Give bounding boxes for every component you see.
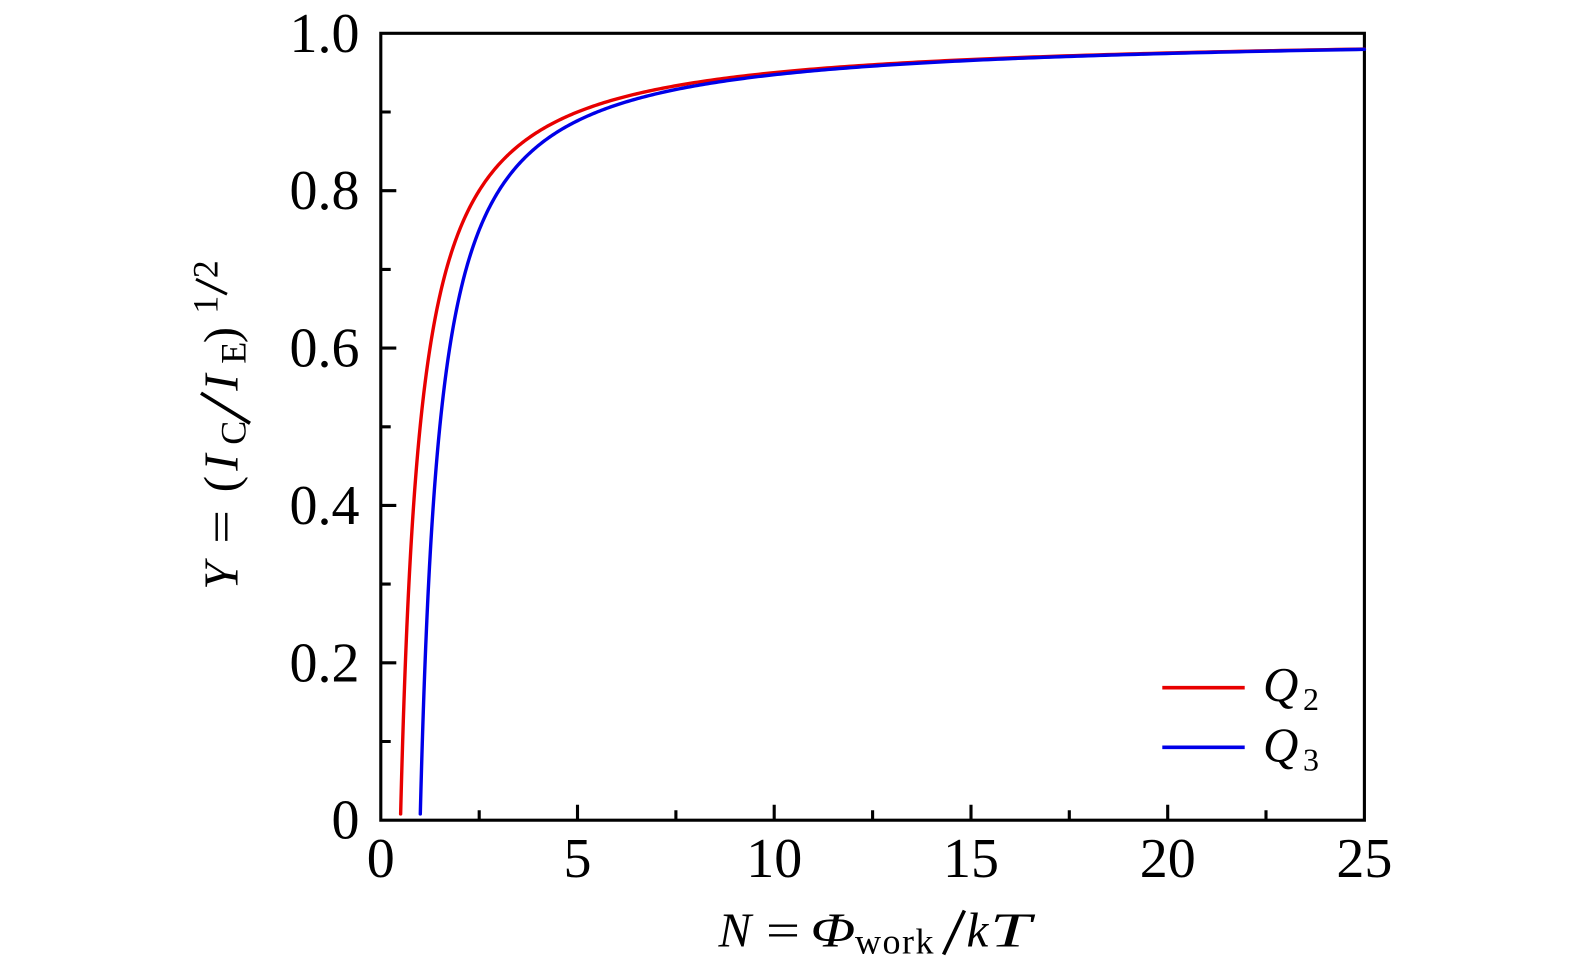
svg-text:20: 20 [1140, 828, 1196, 890]
svg-text:E: E [214, 342, 254, 364]
svg-text:1: 1 [186, 296, 226, 314]
svg-text:2: 2 [1303, 681, 1319, 717]
svg-text:T: T [990, 903, 1036, 958]
svg-text:1.0: 1.0 [290, 3, 360, 65]
svg-text:2: 2 [186, 260, 226, 278]
svg-text:15: 15 [943, 828, 999, 890]
svg-text:=: = [194, 510, 248, 544]
svg-text:Y: Y [194, 558, 249, 590]
svg-text:I: I [194, 372, 249, 392]
svg-text:0.8: 0.8 [290, 160, 360, 222]
svg-text:(: ( [194, 476, 249, 492]
svg-text:0: 0 [332, 790, 360, 852]
svg-text:I: I [194, 452, 249, 472]
svg-text:3: 3 [1303, 742, 1319, 778]
svg-text:k: k [967, 903, 990, 958]
svg-text:Φ: Φ [811, 903, 856, 957]
svg-text:0: 0 [367, 828, 395, 890]
svg-text:5: 5 [564, 828, 592, 890]
svg-text:C: C [214, 421, 254, 445]
svg-text:Q: Q [1263, 718, 1298, 773]
svg-text:0.4: 0.4 [290, 475, 360, 537]
svg-text:=: = [766, 903, 800, 957]
svg-text:0.2: 0.2 [290, 632, 360, 694]
svg-text:10: 10 [746, 828, 802, 890]
svg-text:): ) [194, 327, 249, 343]
svg-text:N: N [718, 903, 754, 958]
svg-text:0.6: 0.6 [290, 318, 360, 380]
svg-text:Q: Q [1263, 657, 1298, 712]
svg-text:work: work [855, 921, 935, 961]
svg-text:25: 25 [1336, 828, 1392, 890]
